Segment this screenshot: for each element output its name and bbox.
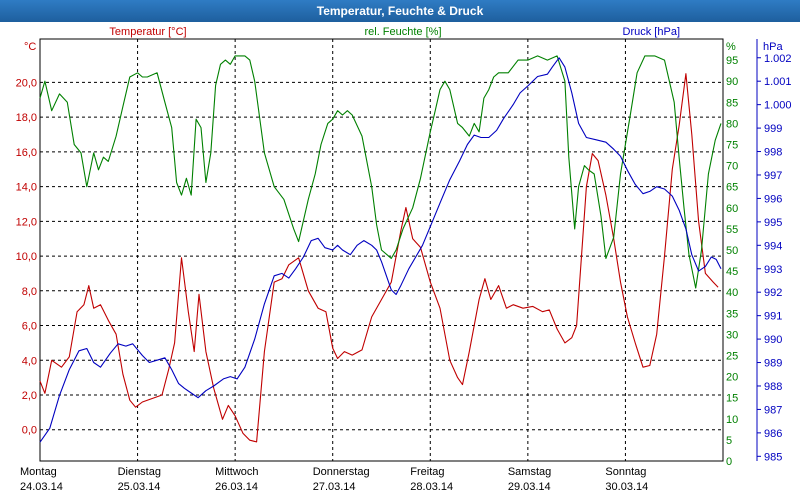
pressure-tick-label-6: 991 [764, 311, 782, 323]
temperature-tick-label-3: 6,0 [22, 321, 37, 333]
humidity-tick-label-11: 55 [726, 224, 738, 236]
pressure-tick-label-3: 988 [764, 381, 782, 393]
temperature-tick-label-8: 16,0 [16, 147, 37, 159]
humidity-line [39, 55, 722, 289]
pressure-tick-label-8: 993 [764, 264, 782, 276]
temperature-tick-label-0: 0,0 [22, 425, 37, 437]
pressure-tick-label-5: 990 [764, 334, 782, 346]
pressure-tick-label-15: 1.000 [764, 100, 792, 112]
pressure-tick-label-1: 986 [764, 428, 782, 440]
humidity-tick-label-6: 30 [726, 329, 738, 341]
humidity-tick-label-10: 50 [726, 245, 738, 257]
x-tick-day-5: Samstag [508, 466, 551, 478]
series-layer [39, 55, 722, 443]
pressure-tick-label-7: 992 [764, 287, 782, 299]
temperature-unit-label: °C [24, 41, 36, 53]
x-tick-date-2: 26.03.14 [215, 481, 258, 493]
pressure-tick-label-16: 1.001 [764, 76, 792, 88]
temperature-axis: °C 0,0 2,0 4,0 6,0 8,0 10,0 12,0 14,0 16,0 18,0 20,… [16, 41, 37, 437]
humidity-tick-label-1: 5 [726, 435, 732, 447]
temperature-tick-label-4: 8,0 [22, 286, 37, 298]
humidity-tick-label-12: 60 [726, 203, 738, 215]
series-legend: Temperatur [°C] rel. Feuchte [%] Druck [hP… [109, 26, 680, 38]
humidity-tick-label-7: 35 [726, 308, 738, 320]
humidity-tick-label-8: 40 [726, 287, 738, 299]
x-tick-day-4: Freitag [410, 466, 444, 478]
humidity-tick-label-16: 80 [726, 118, 738, 130]
humidity-tick-label-15: 75 [726, 140, 738, 152]
temperature-tick-label-6: 12,0 [16, 216, 37, 228]
x-tick-date-3: 27.03.14 [313, 481, 356, 493]
pressure-tick-label-14: 999 [764, 123, 782, 135]
pressure-tick-label-17: 1.002 [764, 53, 792, 65]
pressure-tick-label-12: 997 [764, 170, 782, 182]
pressure-tick-label-9: 994 [764, 240, 782, 252]
pressure-tick-label-10: 995 [764, 217, 782, 229]
chart-canvas: °C 0,0 2,0 4,0 6,0 8,0 10,0 12,0 14,0 16,0 18,0 20,… [0, 22, 800, 500]
humidity-tick-label-19: 95 [726, 55, 738, 67]
plot-border [39, 38, 724, 462]
humidity-tick-label-0: 0 [726, 456, 732, 468]
humidity-unit-label: % [726, 41, 736, 53]
temperature-tick-label-9: 18,0 [16, 112, 37, 124]
x-tick-day-3: Donnerstag [313, 466, 370, 478]
pressure-tick-label-4: 989 [764, 358, 782, 370]
temperature-tick-label-7: 14,0 [16, 182, 37, 194]
humidity-tick-label-2: 10 [726, 414, 738, 426]
x-axis: Montag 24.03.14 Dienstag 25.03.14 Mittwoch 26… [20, 466, 648, 493]
x-tick-date-5: 29.03.14 [508, 481, 551, 493]
temperature-line [39, 73, 719, 443]
humidity-tick-label-18: 90 [726, 76, 738, 88]
pressure-tick-label-11: 996 [764, 193, 782, 205]
humidity-tick-label-4: 20 [726, 372, 738, 384]
pressure-tick-label-13: 998 [764, 147, 782, 159]
pressure-axis: hPa 985 986 987 988 989 990 991 992 993 994 995 996 9… [756, 39, 792, 463]
humidity-tick-label-5: 25 [726, 351, 738, 363]
temperature-legend-label: Temperatur [°C] [109, 26, 186, 38]
humidity-tick-label-17: 85 [726, 97, 738, 109]
humidity-tick-label-3: 15 [726, 393, 738, 405]
temperature-tick-label-10: 20,0 [16, 77, 37, 89]
humidity-tick-label-14: 70 [726, 161, 738, 173]
pressure-tick-label-2: 987 [764, 404, 782, 416]
pressure-legend-label: Druck [hPa] [623, 26, 680, 38]
temperature-tick-label-2: 4,0 [22, 355, 37, 367]
temperature-tick-label-1: 2,0 [22, 390, 37, 402]
x-tick-date-4: 28.03.14 [410, 481, 453, 493]
x-tick-date-6: 30.03.14 [605, 481, 648, 493]
x-tick-day-0: Montag [20, 466, 57, 478]
plot-frame [39, 38, 724, 462]
x-tick-date-1: 25.03.14 [118, 481, 161, 493]
x-tick-day-6: Sonntag [605, 466, 646, 478]
pressure-line [39, 57, 722, 443]
pressure-tick-label-0: 985 [764, 451, 782, 463]
x-tick-date-0: 24.03.14 [20, 481, 63, 493]
x-tick-day-1: Dienstag [118, 466, 161, 478]
temperature-tick-label-5: 10,0 [16, 251, 37, 263]
humidity-tick-label-13: 65 [726, 182, 738, 194]
humidity-axis: % 0 5 10 15 20 25 30 35 40 45 50 55 60 65 70 75 80 85 90 95 [726, 41, 738, 468]
humidity-tick-label-9: 45 [726, 266, 738, 278]
chart-title: Temperatur, Feuchte & Druck [0, 0, 800, 22]
x-tick-day-2: Mittwoch [215, 466, 258, 478]
pressure-unit-label: hPa [763, 41, 783, 53]
humidity-legend-label: rel. Feuchte [%] [364, 26, 441, 38]
